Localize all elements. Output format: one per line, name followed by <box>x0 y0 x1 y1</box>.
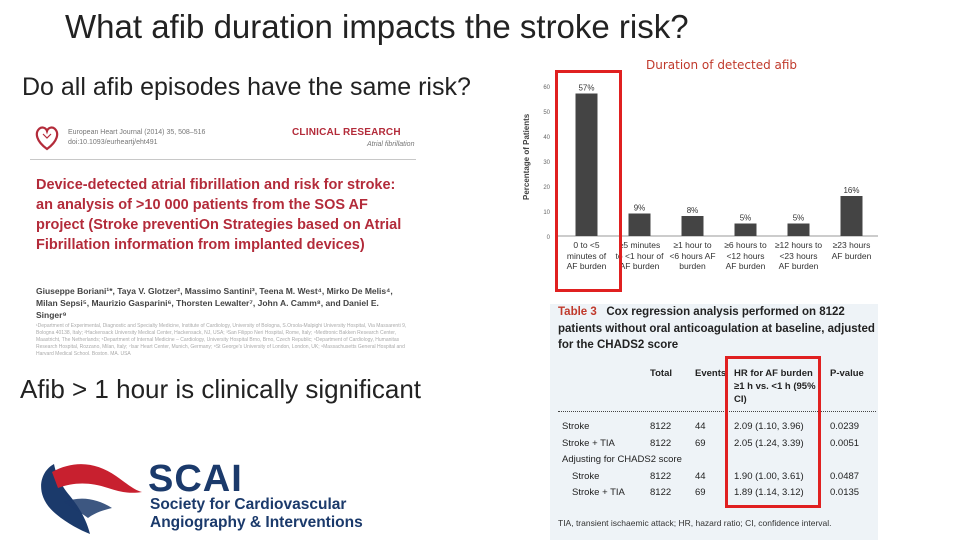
regression-table-card <box>550 304 878 540</box>
category-label-3: ≥6 hours to <12 hours AF burden <box>724 240 767 271</box>
table-cell-label-2: Adjusting for CHADS2 score <box>562 454 682 465</box>
table-cell-p-0: 0.0239 <box>830 421 860 432</box>
table-cell-events-4: 69 <box>695 487 706 498</box>
table-title: Table 3 Cox regression analysis performe… <box>558 304 876 354</box>
paper-subsection: Atrial fibrillation <box>367 141 415 148</box>
bar-chart: 0 10 20 30 40 50 60 57% 9% 8% 5% 5% 16% <box>543 84 878 241</box>
y-tick-label-5: 50 <box>543 110 550 116</box>
table-cell-hr-0: 2.09 (1.10, 3.96) <box>734 421 804 432</box>
table-cell-label-3: Stroke <box>572 470 600 482</box>
col-header-total: Total <box>650 368 672 379</box>
y-tick-label-4: 40 <box>543 135 550 141</box>
paper-divider <box>30 159 416 160</box>
paper-card: European Heart Journal (2014) 35, 508–51… <box>30 115 416 355</box>
table-cell-total-3: 8122 <box>650 470 672 482</box>
table-cell-total-1: 8122 <box>650 437 672 449</box>
paper-section: CLINICAL RESEARCH <box>292 127 401 138</box>
table-caption: Cox regression analysis performed on 812… <box>558 306 875 351</box>
paper-affiliations: ¹Department of Experimental, Diagnostic … <box>36 323 407 355</box>
paper-title: Device-detected atrial fibrillation and … <box>36 177 402 253</box>
paper-authors: Giuseppe Boriani¹*, Taya V. Glotzer², Ma… <box>36 286 393 320</box>
bar-1 <box>628 213 651 236</box>
scai-heart-logo-icon <box>41 464 142 534</box>
category-label-0: 0 to <5 minutes of AF burden <box>566 240 607 271</box>
bar-value-label-5: 16% <box>843 186 859 195</box>
table-cell-events-0: 44 <box>695 421 706 432</box>
y-tick-label-6: 60 <box>543 85 550 91</box>
table-footnote: TIA, transient ischaemic attack; HR, haz… <box>558 518 832 528</box>
table-cell-p-3: 0.0487 <box>830 470 860 482</box>
category-label-4: ≥12 hours to <23 hours AF burden <box>774 240 823 271</box>
chart-title: Duration of detected afib <box>646 58 798 72</box>
scai-name-line2: Angiography & Interventions <box>150 514 363 531</box>
bar-value-label-0: 57% <box>578 84 594 93</box>
y-tick-label-2: 20 <box>543 185 550 191</box>
scai-wordmark: SCAI <box>148 458 243 500</box>
y-tick-label-1: 10 <box>543 210 550 216</box>
y-tick-label-3: 30 <box>543 160 550 166</box>
slide-title: What afib duration impacts the stroke ri… <box>65 8 689 45</box>
bar-5 <box>840 196 863 236</box>
bar-value-label-4: 5% <box>793 214 805 223</box>
slide-subtitle: Do all afib episodes have the same risk? <box>22 73 471 101</box>
table-cell-hr-3: 1.90 (1.00, 3.61) <box>734 470 804 482</box>
table-cell-hr-4: 1.89 (1.14, 3.12) <box>734 487 804 498</box>
table-label: Table 3 <box>558 306 597 318</box>
table-cell-label-1: Stroke + TIA <box>562 437 615 449</box>
highlight-box-short-af <box>555 70 622 292</box>
journal-citation: European Heart Journal (2014) 35, 508–51… <box>68 129 206 136</box>
table-cell-hr-1: 2.05 (1.24, 3.39) <box>734 437 804 449</box>
bar-2 <box>681 216 704 236</box>
highlight-box-hr-column <box>725 356 821 508</box>
table-cell-events-1: 69 <box>695 437 706 449</box>
table-cell-total-4: 8122 <box>650 487 672 498</box>
category-label-2: ≥1 hour to <6 hours AF burden <box>669 240 716 271</box>
y-tick-label-0: 0 <box>547 235 551 241</box>
table-cell-total-0: 8122 <box>650 421 672 432</box>
category-label-5: ≥23 hours AF burden <box>831 240 872 261</box>
bar-value-label-1: 9% <box>634 204 646 213</box>
heart-logo-icon <box>35 126 59 151</box>
journal-doi: doi:10.1093/eurheartj/eht491 <box>68 139 158 146</box>
table-cell-label-4: Stroke + TIA <box>572 487 625 498</box>
col-header-events: Events <box>695 368 727 379</box>
table-cell-label-0: Stroke <box>562 421 590 432</box>
table-separator <box>558 411 876 412</box>
table-cell-events-3: 44 <box>695 470 706 482</box>
table-cell-p-4: 0.0135 <box>830 487 860 498</box>
clinical-note: Afib > 1 hour is clinically significant <box>20 374 422 404</box>
bar-value-label-2: 8% <box>687 206 699 215</box>
scai-name-line1: Society for Cardiovascular <box>150 496 347 513</box>
category-label-1: ≥5 minutes to <1 hour of AF burden <box>615 240 664 271</box>
col-header-hr: HR for AF burden ≥1 h vs. <1 h (95% CI) <box>734 368 816 405</box>
bar-4 <box>787 223 810 236</box>
col-header-pvalue: P-value <box>830 368 864 379</box>
table-cell-p-1: 0.0051 <box>830 437 860 449</box>
bar-0 <box>575 93 598 236</box>
bar-3 <box>734 223 757 236</box>
bar-value-label-3: 5% <box>740 214 752 223</box>
